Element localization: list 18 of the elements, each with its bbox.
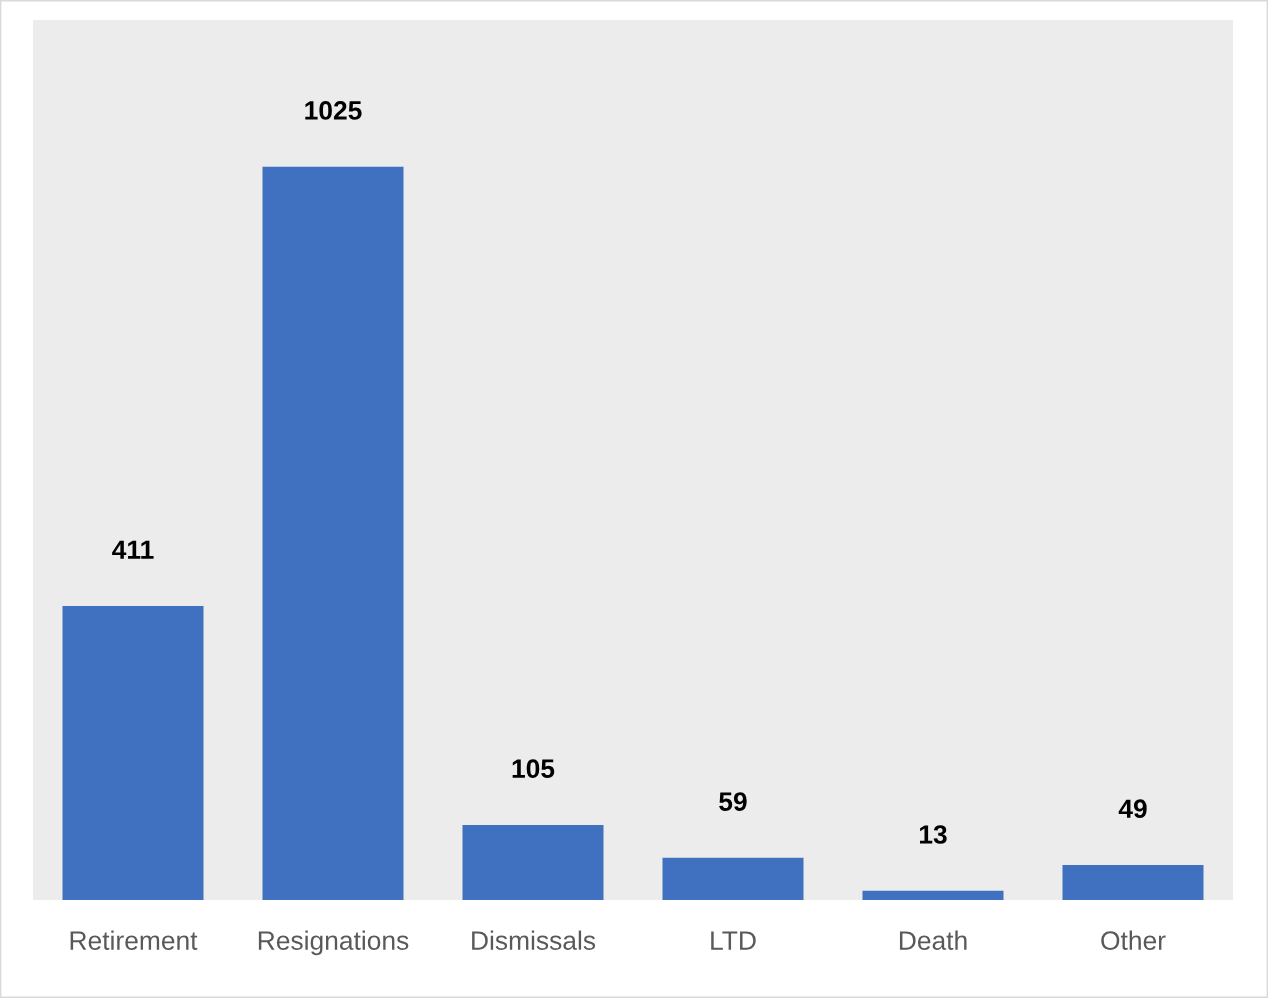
x-tick-label: Dismissals <box>472 930 596 950</box>
data-label: 105 <box>512 759 555 778</box>
data-label: 59 <box>719 792 747 811</box>
x-tick-label: Death <box>899 930 967 950</box>
data-label: 411 <box>112 540 154 559</box>
bar <box>462 824 604 900</box>
x-tick-label: Other <box>1101 930 1166 950</box>
bar <box>662 857 804 900</box>
data-label: 13 <box>919 825 947 844</box>
x-tick-label: LTD <box>711 931 756 950</box>
bar <box>62 605 204 900</box>
bar <box>262 166 404 900</box>
data-label: 1025 <box>305 101 362 120</box>
data-label: 49 <box>1118 799 1147 819</box>
bar <box>1062 864 1204 900</box>
x-tick-label: Resignations <box>258 930 409 956</box>
bar <box>862 890 1004 900</box>
x-tick-label: Retirement <box>70 930 198 950</box>
